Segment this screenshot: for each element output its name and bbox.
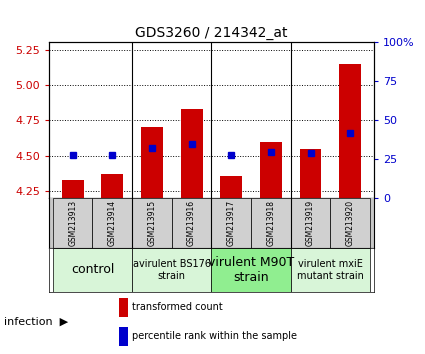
Bar xyxy=(260,142,282,198)
Bar xyxy=(300,149,321,198)
Bar xyxy=(119,298,128,316)
Bar xyxy=(220,176,242,198)
Bar xyxy=(339,64,361,198)
Text: percentile rank within the sample: percentile rank within the sample xyxy=(132,331,297,342)
Text: infection  ▶: infection ▶ xyxy=(4,316,68,326)
Text: GSM213916: GSM213916 xyxy=(187,200,196,246)
Bar xyxy=(132,198,172,248)
Title: GDS3260 / 214342_at: GDS3260 / 214342_at xyxy=(135,26,288,40)
Text: control: control xyxy=(71,263,114,276)
Bar xyxy=(102,174,123,198)
Text: virulent mxiE
mutant strain: virulent mxiE mutant strain xyxy=(297,259,364,281)
Text: GSM213915: GSM213915 xyxy=(147,200,156,246)
Text: transformed count: transformed count xyxy=(132,302,223,312)
Text: GSM213920: GSM213920 xyxy=(346,200,355,246)
Bar xyxy=(212,248,291,292)
Bar xyxy=(53,248,132,292)
Bar xyxy=(119,327,128,346)
Text: virulent M90T
strain: virulent M90T strain xyxy=(208,256,294,284)
Text: GSM213913: GSM213913 xyxy=(68,200,77,246)
Bar xyxy=(181,109,203,198)
Bar xyxy=(93,198,132,248)
Text: avirulent BS176
strain: avirulent BS176 strain xyxy=(133,259,211,281)
Bar xyxy=(62,180,84,198)
Bar xyxy=(141,127,163,198)
Bar xyxy=(172,198,212,248)
Bar xyxy=(132,248,212,292)
Bar xyxy=(53,198,93,248)
Text: GSM213918: GSM213918 xyxy=(266,200,275,246)
Bar xyxy=(251,198,291,248)
Bar xyxy=(330,198,370,248)
Text: GSM213919: GSM213919 xyxy=(306,200,315,246)
Bar xyxy=(291,248,370,292)
Text: GSM213917: GSM213917 xyxy=(227,200,236,246)
Bar xyxy=(291,198,330,248)
Bar xyxy=(212,198,251,248)
Text: GSM213914: GSM213914 xyxy=(108,200,117,246)
